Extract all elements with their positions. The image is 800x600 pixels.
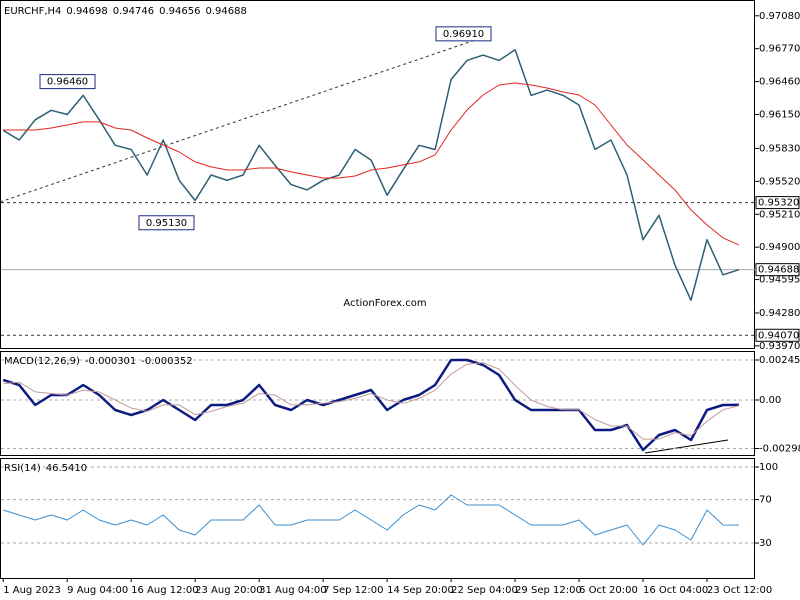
level-box xyxy=(755,328,800,342)
x-tick-label: 23 Oct 12:00 xyxy=(707,585,772,596)
watermark: ActionForex.com xyxy=(343,298,426,309)
y-tick-label: 0.95520 xyxy=(759,176,800,187)
y-tick-label: 0.93970 xyxy=(759,341,800,352)
x-tick-label: 16 Aug 12:00 xyxy=(131,585,198,596)
macd-panel xyxy=(0,351,755,456)
x-tick-label: 1 Aug 2023 xyxy=(3,585,61,596)
annotation-box xyxy=(435,26,492,42)
y-tick-label: -0.00298 xyxy=(759,443,800,454)
price-panel xyxy=(0,0,755,349)
y-tick-label: 0.95210 xyxy=(759,209,800,220)
annotation-box xyxy=(39,74,96,90)
series-line xyxy=(3,82,740,246)
annotation-box xyxy=(138,215,195,231)
panel-header: 0.94698 xyxy=(66,6,107,17)
y-tick-label: 0.96770 xyxy=(759,44,800,55)
annotation-label: 0.95130 xyxy=(146,218,187,229)
panel-header: 0.94688 xyxy=(205,6,246,17)
annotation-label: 0.96460 xyxy=(47,77,88,88)
x-tick-label: 23 Aug 20:00 xyxy=(195,585,262,596)
x-tick-label: 29 Sep 12:00 xyxy=(515,585,582,596)
series-line xyxy=(3,362,740,440)
panel-header: 0.94656 xyxy=(159,6,200,17)
panel-header: 46.5410 xyxy=(46,463,87,474)
x-tick-label: 22 Sep 04:00 xyxy=(451,585,518,596)
y-tick-label: 0.94280 xyxy=(759,308,800,319)
x-tick-label: 7 Sep 12:00 xyxy=(323,585,383,596)
y-tick-label: 0.002459 xyxy=(759,355,800,366)
level-label: 0.94070 xyxy=(758,330,799,341)
level-label: 0.95320 xyxy=(758,198,799,209)
level-box xyxy=(755,196,800,210)
level-label: 0.94688 xyxy=(758,265,799,276)
series-line xyxy=(2,49,740,301)
y-tick-label: 0.96150 xyxy=(759,110,800,121)
panel-header: -0.000301 xyxy=(85,356,136,367)
x-tick-label: 16 Oct 04:00 xyxy=(643,585,708,596)
x-tick-label: 9 Aug 04:00 xyxy=(67,585,128,596)
trend-line xyxy=(0,34,491,203)
annotation-label: 0.96910 xyxy=(443,29,484,40)
y-tick-label: 0.97080 xyxy=(759,11,800,22)
divergence-line xyxy=(644,439,729,454)
y-tick-label: 0.94900 xyxy=(759,242,800,253)
y-tick-label: 100 xyxy=(759,462,778,473)
y-tick-label: 0.95830 xyxy=(759,143,800,154)
y-tick-label: 30 xyxy=(759,538,772,549)
panel-header: -0.000352 xyxy=(141,356,192,367)
y-tick-label: 0.00 xyxy=(759,395,781,406)
y-tick-label: 0.96460 xyxy=(759,77,800,88)
panel-header: MACD(12,26,9) xyxy=(4,356,80,367)
panel-header: EURCHF,H4 xyxy=(4,6,61,17)
series-line xyxy=(2,358,740,452)
series-line xyxy=(3,494,740,546)
panel-header: RSI(14) xyxy=(4,463,41,474)
y-tick-label: 70 xyxy=(759,495,772,506)
y-tick-label: 0.94595 xyxy=(759,275,800,286)
panel-header: 0.94746 xyxy=(113,6,154,17)
rsi-panel xyxy=(0,458,755,579)
level-box xyxy=(755,263,800,277)
x-tick-label: 6 Oct 20:00 xyxy=(579,585,638,596)
x-tick-label: 31 Aug 04:00 xyxy=(259,585,326,596)
x-tick-label: 14 Sep 20:00 xyxy=(387,585,454,596)
